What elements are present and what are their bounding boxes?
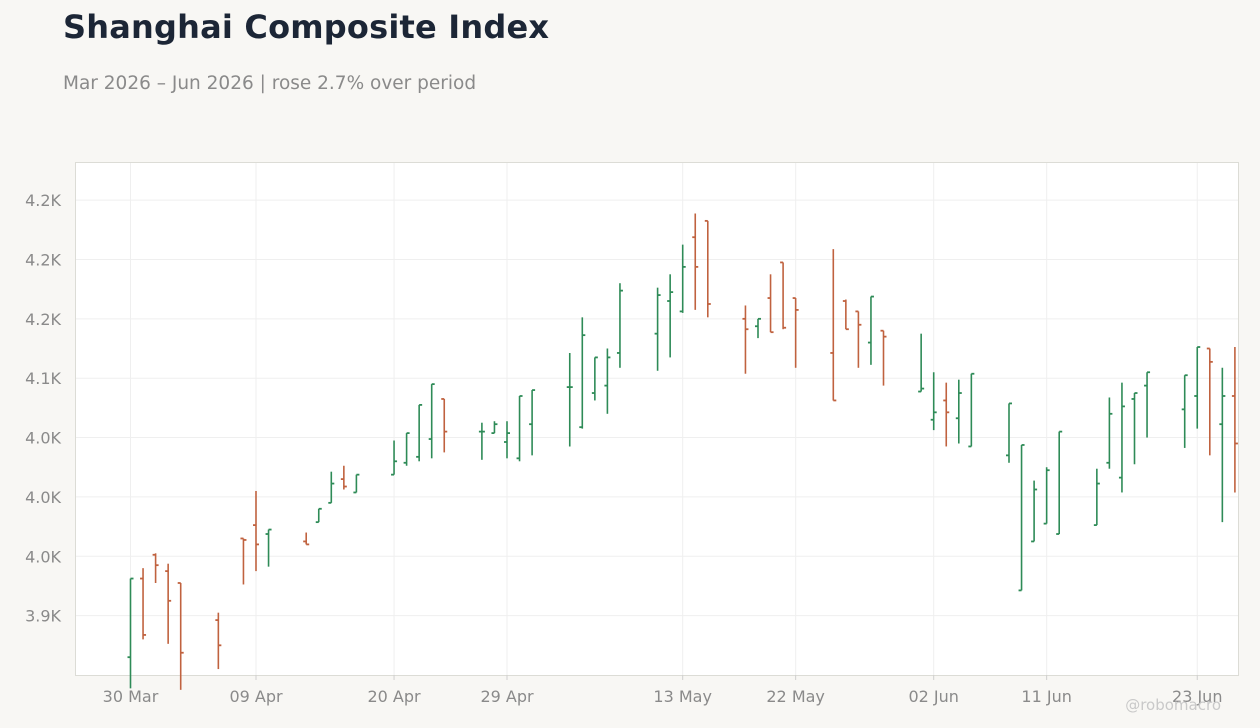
ohlc-bar (1043, 467, 1050, 525)
ohlc-bar (478, 422, 485, 460)
plot-area (75, 162, 1239, 676)
ohlc-bar (918, 333, 925, 393)
x-axis: 30 Mar 09 Apr 20 Apr 29 Apr 13 May 22 May 02 J… (103, 675, 1222, 706)
y-tick-label: 4.2K (25, 191, 61, 210)
ohlc-bar (265, 528, 272, 567)
ohlc-bar (1194, 346, 1201, 429)
x-tick-label: 09 Apr (229, 687, 283, 706)
ohlc-bar (780, 261, 787, 330)
ohlc-bar (792, 297, 799, 368)
ohlc-series (127, 213, 1238, 690)
y-axis: 3.9K 4.0K 4.0K 4.0K 4.1K 4.2K 4.2K 4.2K (25, 191, 61, 626)
ohlc-bar (767, 274, 774, 334)
x-tick-label: 20 Apr (367, 687, 421, 706)
ohlc-bar (1031, 480, 1038, 543)
ohlc-bar (1118, 382, 1125, 493)
ohlc-bar (755, 317, 761, 339)
ohlc-bar (140, 568, 147, 640)
ohlc-bar (1106, 397, 1113, 469)
ohlc-bar (867, 295, 874, 365)
ohlc-bar (516, 395, 523, 462)
ohlc-bar (152, 553, 159, 583)
ohlc-bar (1144, 371, 1151, 438)
ohlc-bar (1206, 347, 1213, 456)
watermark: @robomacro (1125, 696, 1221, 714)
ohlc-bar (1006, 402, 1012, 463)
ohlc-bar (742, 305, 749, 374)
ohlc-bar (1093, 468, 1100, 527)
ohlc-bar (1231, 347, 1238, 493)
chart-title: Shanghai Composite Index (63, 8, 550, 46)
ohlc-bar (679, 244, 686, 313)
ohlc-bar (441, 398, 448, 453)
ohlc-bar (340, 465, 347, 490)
ohlc-bar (529, 389, 536, 456)
ohlc-bar (403, 432, 410, 466)
ohlc-bar (1219, 367, 1226, 523)
ohlc-bar (667, 274, 674, 358)
ohlc-bar (704, 219, 711, 318)
ohlc-bar (504, 421, 510, 459)
y-tick-label: 4.0K (25, 488, 61, 507)
x-tick-label: 02 Jun (908, 687, 958, 706)
y-tick-label: 4.0K (25, 429, 61, 448)
ohlc-bar (880, 329, 887, 386)
ohlc-bar (579, 317, 586, 429)
ohlc-bar (127, 577, 134, 689)
ohlc-bar (968, 372, 975, 448)
ohlc-bar (1056, 430, 1063, 535)
ohlc-bar (830, 249, 837, 402)
ohlc-bar (428, 383, 435, 459)
ohlc-bar (303, 532, 310, 546)
ohlc-bar (654, 287, 661, 371)
ohlc-bar (491, 421, 498, 434)
y-tick-label: 4.1K (25, 369, 61, 388)
y-tick-label: 4.2K (25, 250, 61, 269)
x-tick-label: 29 Apr (480, 687, 534, 706)
ohlc-bar (165, 563, 172, 644)
ohlc-bar (566, 352, 573, 447)
x-tick-label: 23 Jun (1172, 687, 1222, 706)
ohlc-bar (842, 299, 849, 331)
ohlc-bar (315, 507, 322, 524)
ohlc-bar (1018, 444, 1025, 592)
ohlc-bar (177, 582, 184, 690)
ohlc-bar (353, 473, 360, 494)
x-tick-label: 13 May (653, 687, 712, 706)
ohlc-bar (604, 348, 611, 414)
ohlc-bar (943, 382, 950, 447)
ohlc-bar (1181, 374, 1188, 448)
x-tick-label: 30 Mar (103, 687, 159, 706)
x-tick-label: 11 Jun (1021, 687, 1071, 706)
ohlc-bar (240, 537, 247, 585)
y-tick-label: 4.0K (25, 547, 61, 566)
ohlc-bar (391, 440, 398, 476)
ohlc-bar (1131, 392, 1138, 465)
ohlc-bar (328, 471, 335, 504)
ohlc-bar (930, 372, 937, 431)
ohlc-bar (692, 213, 699, 310)
ohlc-bar (416, 404, 423, 462)
ohlc-bar (215, 612, 222, 670)
ohlc-bar (591, 356, 598, 401)
ohlc-bar (955, 379, 962, 444)
chart-subtitle: Mar 2026 – Jun 2026 | rose 2.7% over per… (63, 73, 477, 94)
y-tick-label: 3.9K (25, 607, 61, 626)
ohlc-bar (855, 310, 862, 368)
ohlc-bar (616, 283, 623, 368)
x-tick-label: 22 May (766, 687, 825, 706)
ohlc-bar (253, 490, 259, 572)
y-tick-label: 4.2K (25, 310, 61, 329)
